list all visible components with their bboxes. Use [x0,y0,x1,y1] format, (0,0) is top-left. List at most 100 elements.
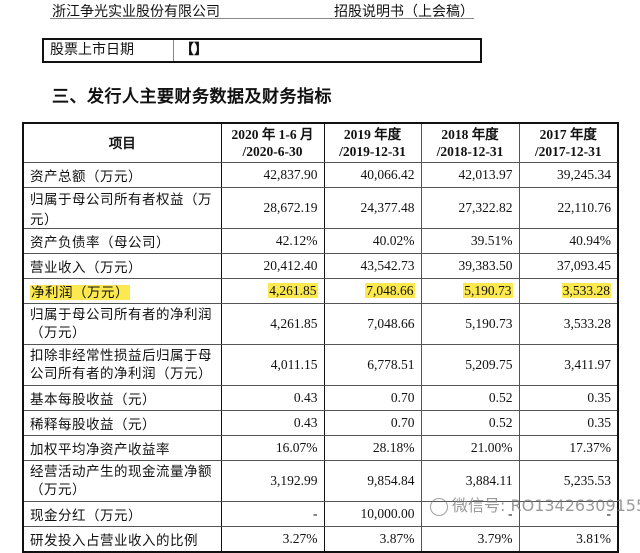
cell-value: 7,048.66 [323,303,422,345]
cell-value: 40,066.42 [323,162,422,188]
row-label: 净利润（万元） [22,278,222,304]
row-label: 资产负债率（母公司） [22,228,222,254]
highlight: 5,190.73 [463,283,513,298]
table-row: 归属于母公司所有者权益（万元） 28,672.19 24,377.48 27,3… [22,187,619,229]
cell-value: 6,778.51 [323,344,422,386]
row-label: 经营活动产生的现金流量净额（万元） [22,460,222,502]
cell-value: 3.81% [518,526,619,553]
header-2020h1: 2020 年 1-6 月/2020-6-30 [220,122,325,163]
row-label: 归属于母公司所有者的净利润（万元） [22,303,222,345]
financial-data-table: 项目 2020 年 1-6 月/2020-6-30 2019 年度/2019-1… [22,122,619,553]
cell-value: 0.70 [323,410,422,436]
table-row-highlighted: 净利润（万元） 4,261.85 7,048.66 5,190.73 3,533… [22,278,619,304]
highlight: 4,261.85 [268,283,318,298]
cell-value: 4,011.15 [220,344,325,386]
cell-value: 20,412.40 [220,253,325,279]
cell-value: 28,672.19 [220,187,325,229]
listing-date-table: 股票上市日期 【】 [42,38,482,63]
cell-value: 42.12% [220,228,325,254]
cell-value: 3,533.28 [518,303,619,345]
cell-value: 17.37% [518,435,619,461]
row-label: 研发投入占营业收入的比例 [22,526,222,553]
cell-value: 0.70 [323,385,422,411]
table-header-row: 项目 2020 年 1-6 月/2020-6-30 2019 年度/2019-1… [22,122,619,163]
cell-value: 3,884.11 [420,460,520,502]
cell-value: 39,245.34 [518,162,619,188]
cell-value: - [220,501,325,527]
table-row: 加权平均净资产收益率 16.07% 28.18% 21.00% 17.37% [22,435,619,461]
header-item: 项目 [22,122,222,163]
cell-value: 24,377.48 [323,187,422,229]
listing-date-value: 【】 [180,43,208,58]
cell-value: 5,190.73 [420,303,520,345]
document-type: 招股说明书（上会稿） [334,5,474,20]
cell-value: - [420,501,520,527]
highlight: 净利润（万元） [30,285,130,300]
row-label: 归属于母公司所有者权益（万元） [22,187,222,229]
row-label: 稀释每股收益（元） [22,410,222,436]
cell-value: 4,261.85 [220,303,325,345]
wechat-icon [430,497,448,516]
table-row: 经营活动产生的现金流量净额（万元） 3,192.99 9,854.84 3,88… [22,460,619,502]
cell-value: 7,048.66 [323,278,422,304]
row-label: 基本每股收益（元） [22,385,222,411]
cell-value: 3.27% [220,526,325,553]
cell-value: 28.18% [323,435,422,461]
cell-value: 9,854.84 [323,460,422,502]
company-name: 浙江争光实业股份有限公司 [52,5,220,20]
cell-value: 5,209.75 [420,344,520,386]
row-label: 加权平均净资产收益率 [22,435,222,461]
header-2019: 2019 年度/2019-12-31 [323,122,422,163]
cell-value: 42,837.90 [220,162,325,188]
cell-value: 43,542.73 [323,253,422,279]
header-2018: 2018 年度/2018-12-31 [420,122,520,163]
highlight: 7,048.66 [365,283,415,298]
cell-value: 42,013.97 [420,162,520,188]
row-label: 扣除非经常性损益后归属于母公司所有者的净利润（万元） [22,344,222,386]
cell-value: 0.43 [220,385,325,411]
table-row: 现金分红（万元） - 10,000.00 - - [22,501,619,527]
cell-value: 0.52 [420,410,520,436]
cell-value: 0.35 [518,410,619,436]
cell-value: 22,110.76 [518,187,619,229]
cell-value: 3,411.97 [518,344,619,386]
table-row: 归属于母公司所有者的净利润（万元） 4,261.85 7,048.66 5,19… [22,303,619,345]
watermark: 微信号: RO13426309155 [430,492,640,516]
cell-value: 0.35 [518,385,619,411]
table-row: 资产总额（万元） 42,837.90 40,066.42 42,013.97 3… [22,162,619,188]
watermark-text: 微信号: RO13426309155 [452,496,640,515]
highlight: 3,533.28 [561,283,611,298]
cell-value: 0.52 [420,385,520,411]
cell-value: - [518,501,619,527]
row-label: 资产总额（万元） [22,162,222,188]
cell-value: 3.87% [323,526,422,553]
cell-value: 5,190.73 [420,278,520,304]
cell-value: 21.00% [420,435,520,461]
header-2017: 2017 年度/2017-12-31 [518,122,619,163]
cell-value: 16.07% [220,435,325,461]
section-title: 三、发行人主要财务数据及财务指标 [52,87,332,107]
table-row: 扣除非经常性损益后归属于母公司所有者的净利润（万元） 4,011.15 6,77… [22,344,619,386]
cell-value: 4,261.85 [220,278,325,304]
table-row: 基本每股收益（元） 0.43 0.70 0.52 0.35 [22,385,619,411]
page-header: 浙江争光实业股份有限公司 招股说明书（上会稿） [50,0,474,20]
cell-value: 37,093.45 [518,253,619,279]
table-row: 稀释每股收益（元） 0.43 0.70 0.52 0.35 [22,410,619,436]
cell-value: 40.94% [518,228,619,254]
table-row: 研发投入占营业收入的比例 3.27% 3.87% 3.79% 3.81% [22,526,619,553]
cell-value: 3,533.28 [518,278,619,304]
table-row: 资产负债率（母公司） 42.12% 40.02% 39.51% 40.94% [22,228,619,254]
cell-value: 39,383.50 [420,253,520,279]
cell-value: 5,235.53 [518,460,619,502]
cell-value: 3,192.99 [220,460,325,502]
cell-value: 0.43 [220,410,325,436]
cell-value: 39.51% [420,228,520,254]
listing-date-label: 股票上市日期 [44,40,174,61]
cell-value: 10,000.00 [323,501,422,527]
row-label: 现金分红（万元） [22,501,222,527]
cell-value: 40.02% [323,228,422,254]
row-label: 营业收入（万元） [22,253,222,279]
cell-value: 27,322.82 [420,187,520,229]
cell-value: 3.79% [420,526,520,553]
table-row: 营业收入（万元） 20,412.40 43,542.73 39,383.50 3… [22,253,619,279]
